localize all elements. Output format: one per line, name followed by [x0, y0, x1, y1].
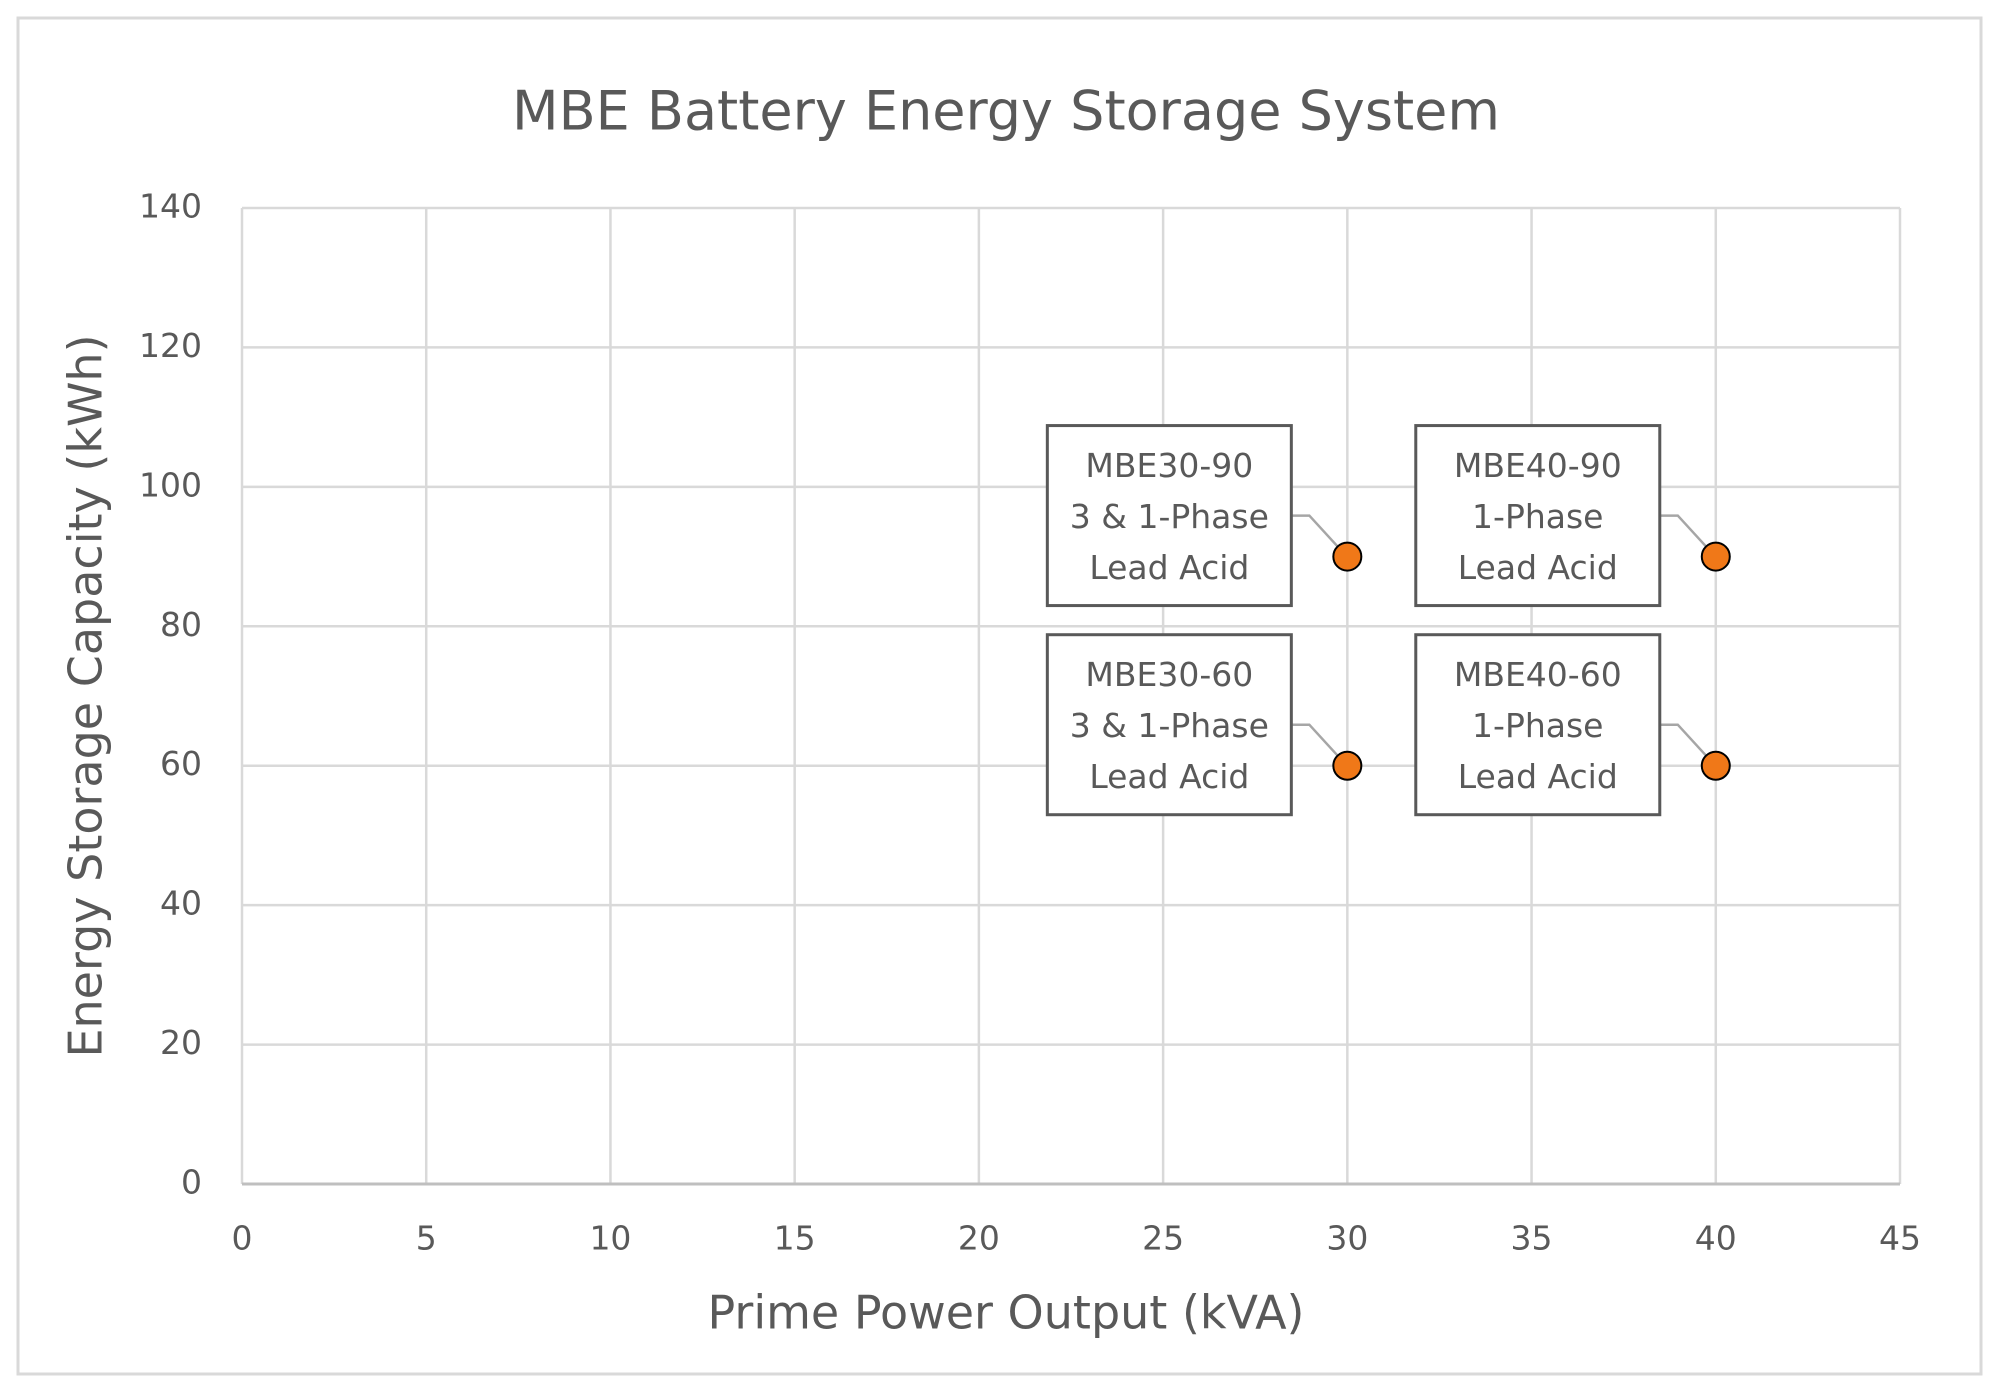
x-tick-label: 25	[1142, 1219, 1184, 1258]
x-tick-label: 15	[774, 1219, 816, 1258]
data-label: MBE30-60	[1085, 655, 1253, 694]
y-tick-label: 40	[160, 884, 202, 923]
y-tick-label: 20	[160, 1023, 202, 1062]
data-label: MBE40-60	[1454, 655, 1622, 694]
x-tick-label: 30	[1326, 1219, 1368, 1258]
x-tick-label: 20	[958, 1219, 1000, 1258]
data-label: Lead Acid	[1089, 757, 1249, 796]
data-label: 3 & 1-Phase	[1070, 706, 1269, 745]
y-tick-label: 100	[139, 465, 202, 504]
leader-line	[1659, 723, 1711, 761]
x-tick-label: 35	[1511, 1219, 1553, 1258]
point	[1700, 750, 1731, 781]
y-axis-title: Energy Storage Capacity (kWh)	[59, 334, 113, 1057]
y-tick-label: 0	[181, 1163, 202, 1202]
label-box	[1045, 424, 1293, 608]
data-label: 3 & 1-Phase	[1070, 497, 1269, 536]
leader-line	[1291, 723, 1343, 761]
x-tick-label: 10	[589, 1219, 631, 1258]
point	[1700, 541, 1731, 572]
point	[1332, 541, 1363, 572]
data-label: Lead Acid	[1458, 548, 1618, 587]
y-tick-label: 140	[139, 187, 202, 226]
chart-border	[16, 16, 1983, 1376]
data-label: 1-Phase	[1472, 706, 1603, 745]
label-box	[1414, 424, 1662, 608]
data-label: Lead Acid	[1458, 757, 1618, 796]
y-tick-label: 60	[160, 744, 202, 783]
data-label: Lead Acid	[1089, 548, 1249, 587]
label-box	[1414, 633, 1662, 817]
label-box	[1045, 633, 1293, 817]
x-axis-title: Prime Power Output (kVA)	[708, 1286, 1305, 1340]
x-tick-label: 40	[1695, 1219, 1737, 1258]
chart-title: MBE Battery Energy Storage System	[512, 80, 1500, 143]
x-tick-label: 0	[232, 1219, 253, 1258]
point	[1332, 750, 1363, 781]
y-tick-label: 80	[160, 605, 202, 644]
data-label: MBE30-90	[1085, 446, 1253, 485]
x-tick-label: 45	[1879, 1219, 1921, 1258]
y-tick-label: 120	[139, 326, 202, 365]
data-label: 1-Phase	[1472, 497, 1603, 536]
leader-line	[1291, 514, 1343, 552]
leader-line	[1659, 514, 1711, 552]
data-label: MBE40-90	[1454, 446, 1622, 485]
x-tick-label: 5	[416, 1219, 437, 1258]
